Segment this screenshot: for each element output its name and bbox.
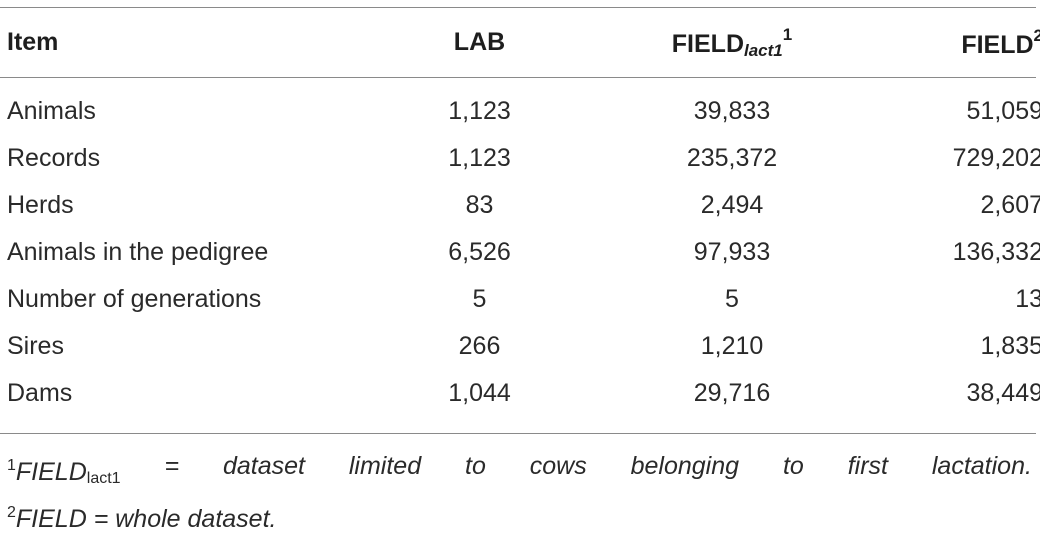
footnote-1-word: cows bbox=[529, 452, 587, 480]
table-row: Number of generations 5 5 13 bbox=[0, 276, 1040, 323]
table-row: Sires 266 1,210 1,835 bbox=[0, 323, 1040, 370]
header-field-main: FIELD bbox=[961, 30, 1034, 59]
footnote-1-word: limited bbox=[348, 452, 422, 480]
cell-field: 13 bbox=[1015, 285, 1040, 313]
table-bottom-rule bbox=[0, 433, 1036, 434]
cell-lab: 83 bbox=[465, 191, 494, 219]
table-footnotes: 1FIELDlact1 = dataset limited to cows be… bbox=[7, 449, 1032, 536]
footnote-1-term-main: FIELD bbox=[15, 458, 87, 486]
cell-field: 51,059 bbox=[966, 97, 1040, 125]
cell-lab: 266 bbox=[458, 332, 501, 360]
cell-field-lact1: 235,372 bbox=[686, 144, 778, 172]
footnote-1-marker: 1 bbox=[7, 457, 16, 474]
footnote-1-word: dataset bbox=[222, 452, 305, 480]
cell-field-lact1: 39,833 bbox=[693, 97, 771, 125]
data-table: Item LAB FIELDlact11 FIELD2 Animals 1,12… bbox=[0, 8, 1040, 417]
table-row: Herds 83 2,494 2,607 bbox=[0, 182, 1040, 229]
cell-item: Sires bbox=[7, 332, 64, 360]
cell-field: 2,607 bbox=[980, 191, 1040, 219]
header-field-sup: 2 bbox=[1033, 25, 1040, 45]
cell-field-lact1: 29,716 bbox=[693, 379, 771, 407]
footnote-1-word: belonging bbox=[630, 452, 740, 480]
footnote-1-word: lactation. bbox=[931, 452, 1032, 480]
footnote-1-term: 1FIELDlact1 bbox=[7, 449, 121, 496]
header-field-lact1-sub: lact1 bbox=[744, 40, 783, 60]
footnote-1-word: first bbox=[847, 452, 888, 480]
cell-field: 1,835 bbox=[980, 332, 1040, 360]
cell-lab: 1,123 bbox=[448, 144, 511, 172]
footnote-1-word: to bbox=[782, 452, 804, 480]
header-field-lact1-main: FIELD bbox=[671, 29, 744, 58]
table-row: Records 1,123 235,372 729,202 bbox=[0, 135, 1040, 182]
table-top-rule bbox=[0, 7, 1036, 8]
cell-field-lact1: 5 bbox=[725, 285, 739, 313]
header-lab: LAB bbox=[453, 28, 506, 56]
cell-lab: 1,044 bbox=[448, 379, 511, 407]
cell-item: Dams bbox=[7, 379, 73, 407]
cell-field: 136,332 bbox=[952, 238, 1040, 266]
header-field: FIELD2 bbox=[892, 8, 1040, 77]
footnote-1-word: to bbox=[465, 452, 486, 480]
cell-lab: 6,526 bbox=[448, 238, 511, 266]
cell-field-lact1: 2,494 bbox=[700, 191, 764, 219]
cell-item: Number of generations bbox=[7, 285, 262, 313]
table-row: Animals in the pedigree 6,526 97,933 136… bbox=[0, 229, 1040, 276]
footnote-1-term-sub: lact1 bbox=[86, 470, 121, 487]
header-field-lact1: FIELDlact11 bbox=[572, 8, 892, 77]
footnote-1-word: = bbox=[164, 452, 180, 480]
header-field-lact1-sup: 1 bbox=[782, 24, 793, 44]
table-row: Animals 1,123 39,833 51,059 bbox=[0, 77, 1040, 135]
cell-field: 38,449 bbox=[966, 379, 1040, 407]
footnote-2: 2FIELD = whole dataset. bbox=[7, 496, 1032, 536]
cell-lab: 5 bbox=[472, 285, 487, 313]
table-row: Dams 1,044 29,716 38,449 bbox=[0, 370, 1040, 417]
cell-field-lact1: 1,210 bbox=[700, 332, 764, 360]
header-item: Item bbox=[7, 28, 59, 56]
footnote-2-marker: 2 bbox=[7, 504, 16, 521]
cell-item: Animals in the pedigree bbox=[7, 238, 269, 266]
footnote-1: 1FIELDlact1 = dataset limited to cows be… bbox=[7, 449, 1032, 496]
cell-field-lact1: 97,933 bbox=[693, 238, 771, 266]
cell-item: Herds bbox=[7, 191, 74, 219]
footnote-2-text: FIELD = whole dataset. bbox=[15, 505, 277, 533]
header-row: Item LAB FIELDlact11 FIELD2 bbox=[0, 8, 1040, 77]
cell-lab: 1,123 bbox=[448, 97, 511, 125]
cell-item: Records bbox=[7, 144, 101, 172]
cell-field: 729,202 bbox=[952, 144, 1040, 172]
table-header-rule bbox=[0, 77, 1036, 78]
cell-item: Animals bbox=[7, 97, 96, 125]
